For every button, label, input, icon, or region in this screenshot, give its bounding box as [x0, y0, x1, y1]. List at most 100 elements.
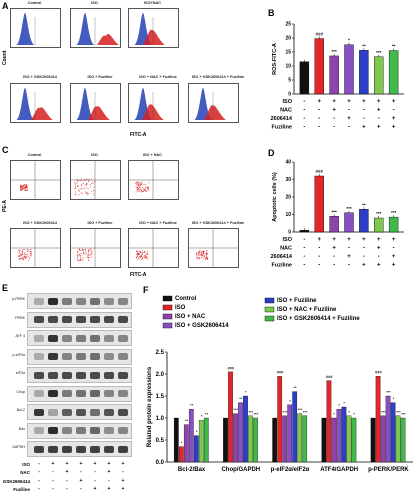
group-sign: - — [303, 237, 305, 243]
bar — [178, 446, 184, 463]
event-dot — [196, 255, 198, 257]
control-peak — [16, 13, 35, 45]
y-tick-label: 1.0 — [156, 416, 165, 422]
event-dot — [81, 192, 83, 194]
flow-plot — [128, 228, 179, 268]
blot-group-sign: - — [52, 469, 54, 475]
event-dot — [91, 253, 93, 255]
group-sign: - — [393, 246, 395, 252]
event-dot — [80, 178, 82, 180]
group-sign: + — [377, 237, 381, 243]
event-dot — [199, 255, 201, 256]
event-dot — [147, 253, 149, 254]
panel-f-letter: F — [143, 285, 149, 295]
blot-group-sign: + — [121, 477, 125, 484]
event-dot — [20, 187, 22, 189]
group-sign: - — [363, 254, 365, 260]
event-dot — [30, 254, 32, 256]
sig-label: *** — [303, 409, 308, 414]
blot-group-sign: - — [52, 477, 54, 484]
blot-group-sign: - — [80, 469, 82, 475]
event-dot — [206, 254, 208, 256]
blot-group-sign: - — [38, 469, 40, 475]
bar — [223, 417, 228, 463]
blot-group-sign: - — [94, 477, 96, 484]
histogram-svg — [134, 13, 165, 45]
y-tick-label: 20 — [285, 36, 291, 42]
event-dot — [142, 252, 144, 253]
event-dot — [21, 253, 23, 255]
event-dot — [206, 251, 208, 253]
event-dot — [202, 257, 204, 259]
event-dot — [82, 260, 84, 262]
event-dot — [201, 254, 203, 256]
blot-band — [48, 445, 58, 453]
event-dot — [197, 258, 199, 260]
blot-band — [48, 390, 58, 397]
histogram-plot — [10, 83, 61, 123]
group-sign: - — [333, 116, 335, 122]
blot-strip — [27, 293, 132, 309]
blot-band — [118, 408, 128, 416]
flow-plot-title: Control — [27, 153, 42, 157]
event-dot — [78, 249, 80, 251]
event-dot — [207, 257, 209, 259]
bar — [314, 175, 324, 233]
event-dot — [91, 179, 93, 181]
event-dot — [20, 185, 22, 187]
event-dot — [140, 184, 142, 186]
bar — [321, 417, 327, 463]
bar — [248, 415, 253, 463]
category-label: ATF4/GAPDH — [320, 467, 358, 473]
blot-band — [48, 371, 58, 379]
group-sign: + — [362, 237, 366, 243]
bar — [282, 415, 288, 463]
group-sign: + — [317, 237, 321, 243]
blot-band — [118, 427, 128, 434]
event-dot — [140, 183, 142, 185]
event-dot — [138, 252, 140, 254]
histogram-plot — [128, 8, 179, 48]
event-dot — [146, 186, 148, 188]
event-dot — [88, 257, 90, 258]
sig-label: ### — [277, 370, 284, 375]
bar — [299, 230, 310, 233]
event-dot — [24, 187, 26, 189]
blot-group-sign: - — [66, 486, 68, 492]
sig-label: *** — [396, 409, 401, 414]
event-dot — [86, 256, 88, 258]
y-tick-label: 0.5 — [156, 438, 165, 444]
group-sign: + — [392, 237, 396, 243]
event-dot — [24, 189, 26, 191]
event-dot — [199, 252, 201, 254]
blot-label: Chop — [16, 389, 25, 394]
group-sign: + — [392, 254, 396, 260]
event-dot — [89, 254, 91, 255]
legend-swatch — [162, 295, 173, 302]
event-dot — [145, 255, 147, 256]
y-axis-label: ROS-FITC-A — [272, 43, 278, 75]
blot-band — [48, 427, 58, 434]
blot-group-sign: + — [65, 469, 69, 475]
y-tick-label: 10 — [285, 212, 291, 218]
event-dot — [85, 186, 87, 188]
event-dot — [76, 258, 78, 260]
blot-label: GAPDH — [12, 445, 25, 449]
event-dot — [136, 186, 138, 188]
event-dot — [77, 256, 79, 258]
blot-band — [90, 390, 100, 397]
sig-label: ** — [185, 418, 189, 423]
event-dot — [142, 250, 143, 252]
bar — [198, 420, 204, 463]
event-dot — [83, 179, 85, 181]
sig-label: ** — [293, 385, 297, 390]
blot-strip — [27, 330, 132, 346]
event-dot — [144, 189, 146, 191]
event-dot — [206, 258, 208, 260]
sig-label: * — [338, 403, 340, 408]
sig-label: * — [333, 412, 335, 417]
event-dot — [91, 252, 93, 254]
event-dot — [144, 251, 145, 253]
blot-group-sign: - — [66, 477, 68, 484]
event-dot — [139, 251, 141, 253]
